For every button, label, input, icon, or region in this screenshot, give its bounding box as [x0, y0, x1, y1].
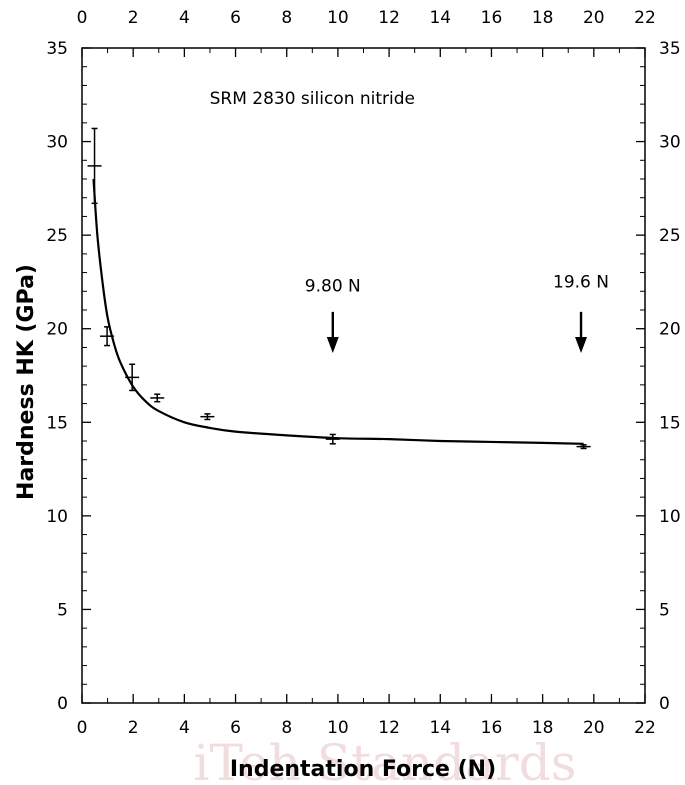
- x-axis-title: Indentation Force (N): [230, 757, 496, 782]
- x-tick-label: 22: [634, 718, 656, 738]
- x-tick-label-top: 4: [179, 8, 190, 28]
- fit-curve: [92, 178, 584, 445]
- data-point: [125, 363, 140, 392]
- annotation-label: 19.6 N: [553, 273, 609, 293]
- y-tick-label-right: 15: [659, 413, 681, 433]
- data-point: [576, 443, 591, 450]
- x-tick-label-top: 2: [128, 8, 139, 28]
- x-tick-label: 10: [327, 718, 349, 738]
- data-point: [150, 393, 165, 403]
- plot-frame: [81, 47, 646, 704]
- watermark-text: iTeh Standards: [194, 734, 577, 785]
- x-tick-label: 0: [77, 718, 88, 738]
- y-tick-label: 30: [46, 133, 68, 153]
- x-tick-label: 16: [481, 718, 503, 738]
- y-tick-label-right: 25: [659, 226, 681, 246]
- x-tick-label: 2: [128, 718, 139, 738]
- y-tick-label: 0: [57, 694, 68, 714]
- y-tick-label: 25: [46, 226, 68, 246]
- x-tick-label-top: 16: [481, 8, 503, 28]
- y-axis-title: Hardness HK (GPa): [14, 264, 39, 500]
- x-tick-label: 4: [179, 718, 190, 738]
- data-point: [325, 433, 340, 445]
- x-tick-label: 6: [230, 718, 241, 738]
- y-tick-label-right: 30: [659, 133, 681, 153]
- data-point: [200, 413, 215, 421]
- x-tick-label-top: 14: [429, 8, 451, 28]
- y-tick-label-right: 20: [659, 320, 681, 340]
- x-tick-label-top: 10: [327, 8, 349, 28]
- x-tick-label-top: 20: [583, 8, 605, 28]
- x-tick-label-top: 6: [230, 8, 241, 28]
- x-tick-label: 18: [532, 718, 554, 738]
- y-tick-label-right: 35: [659, 39, 681, 59]
- data-points: [87, 127, 591, 450]
- annotations: SRM 2830 silicon nitride 9.80 N 19.6 N: [210, 89, 609, 354]
- annotation-label: 9.80 N: [305, 276, 361, 296]
- x-tick-label: 14: [429, 718, 451, 738]
- axis-ticks: [81, 47, 646, 704]
- x-tick-label-top: 22: [634, 8, 656, 28]
- data-point: [100, 326, 115, 347]
- annotation-arrow-head: [575, 337, 588, 354]
- annotation-label: SRM 2830 silicon nitride: [210, 89, 415, 109]
- y-tick-label-right: 5: [659, 600, 670, 620]
- y-tick-label: 35: [46, 39, 68, 59]
- x-tick-label-top: 8: [281, 8, 292, 28]
- annotation-arrow-head: [326, 337, 339, 354]
- plot-border: [81, 47, 646, 704]
- data-point: [87, 127, 102, 205]
- x-tick-label: 20: [583, 718, 605, 738]
- y-tick-label: 10: [46, 507, 68, 527]
- x-tick-label-top: 18: [532, 8, 554, 28]
- x-tick-label-top: 12: [378, 8, 400, 28]
- y-tick-label: 15: [46, 413, 68, 433]
- y-tick-label-right: 10: [659, 507, 681, 527]
- x-tick-label: 12: [378, 718, 400, 738]
- y-tick-label: 5: [57, 600, 68, 620]
- y-tick-label-right: 0: [659, 694, 670, 714]
- x-tick-label: 8: [281, 718, 292, 738]
- y-tick-label: 20: [46, 320, 68, 340]
- x-tick-label-top: 0: [77, 8, 88, 28]
